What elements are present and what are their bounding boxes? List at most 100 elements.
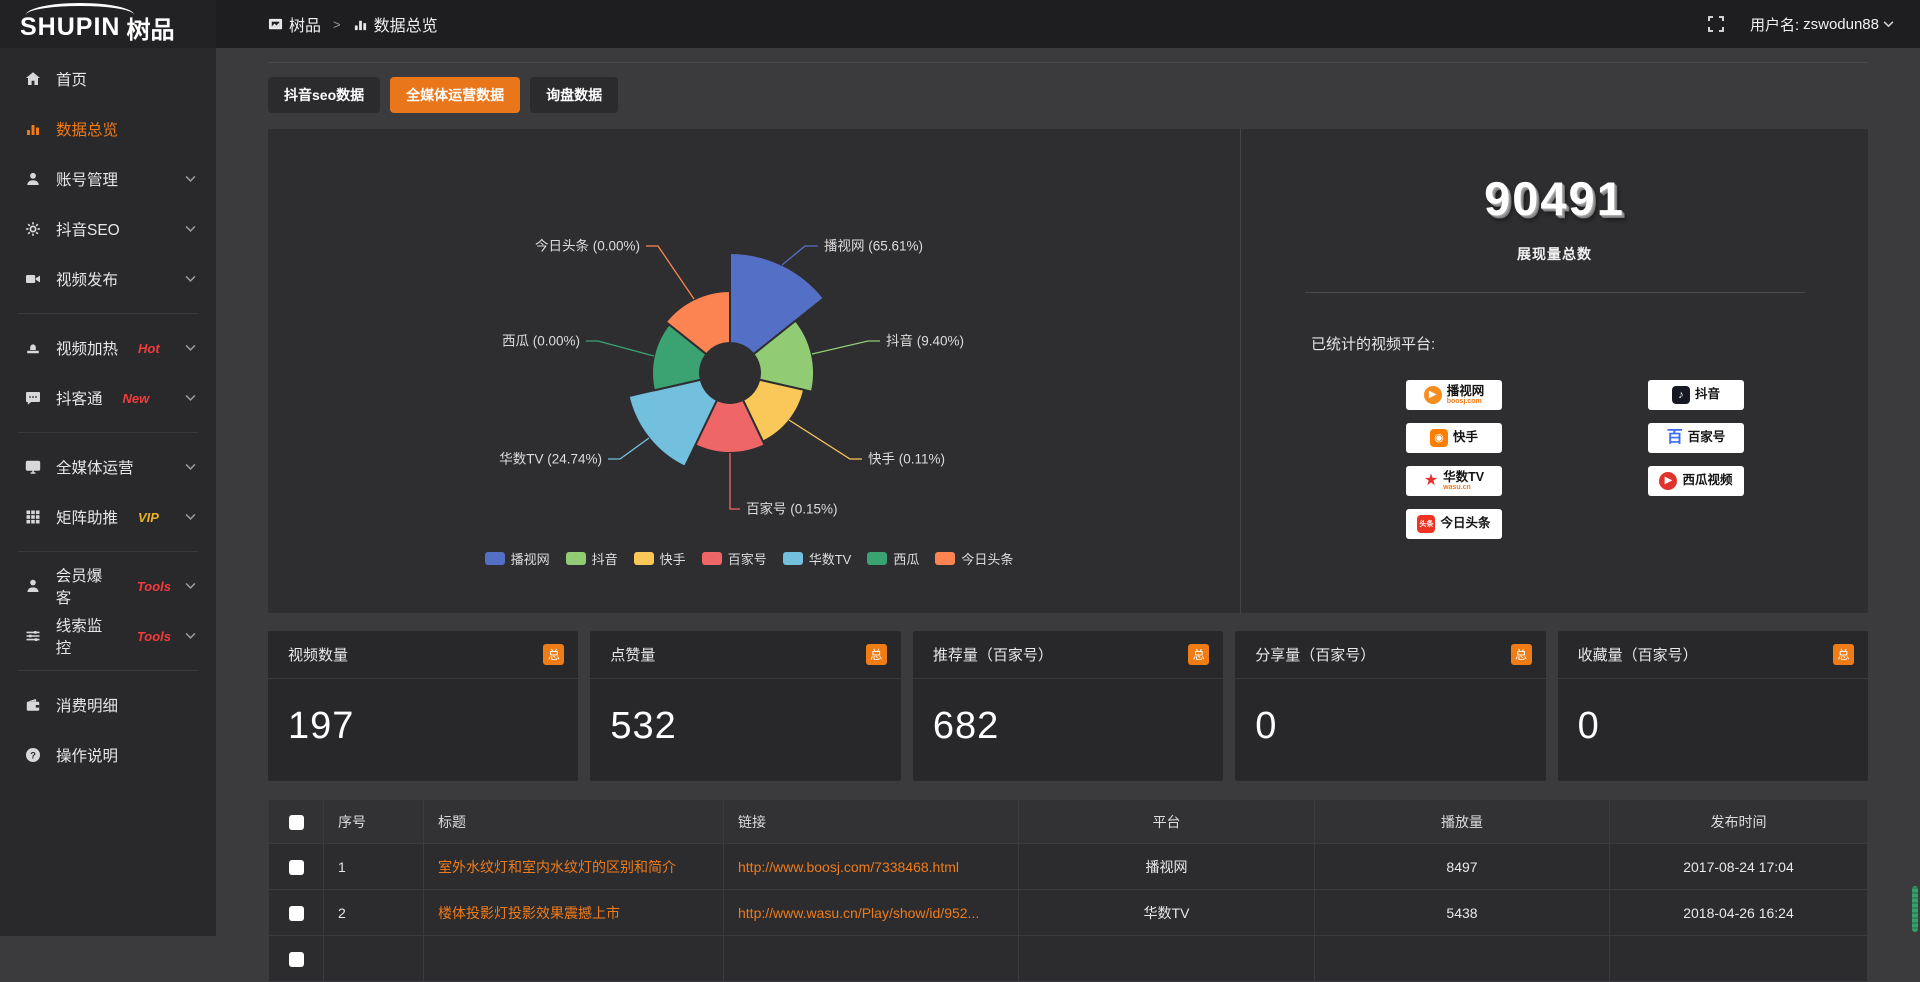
chevron-down-icon bbox=[185, 225, 196, 233]
breadcrumb-label: 树品 bbox=[289, 12, 321, 36]
breadcrumb-current[interactable]: 数据总览 bbox=[353, 12, 438, 36]
video-title-link[interactable] bbox=[424, 936, 724, 982]
scrollbar-thumb[interactable] bbox=[1912, 886, 1918, 932]
table-cell: 8497 bbox=[1315, 844, 1610, 890]
chevron-down-icon bbox=[185, 463, 196, 471]
platform-badge: 百百家号 bbox=[1648, 423, 1744, 453]
platforms-label: 已统计的视频平台: bbox=[1311, 333, 1868, 354]
sidebar-item-label: 抖音SEO bbox=[56, 218, 120, 240]
user-menu[interactable]: 用户名: zswodun88 bbox=[1750, 14, 1894, 35]
sidebar-item-label: 会员爆客 bbox=[56, 564, 117, 608]
total-badge: 总 bbox=[866, 644, 887, 665]
pie-label: 今日头条 (0.00%) bbox=[535, 238, 640, 254]
sidebar-item[interactable]: 首页 bbox=[0, 54, 216, 104]
legend-item[interactable]: 播视网 bbox=[485, 549, 550, 568]
row-checkbox[interactable] bbox=[289, 860, 304, 875]
total-badge: 总 bbox=[1511, 644, 1532, 665]
stat-card-title: 视频数量 bbox=[288, 644, 348, 665]
legend-label: 西瓜 bbox=[893, 549, 919, 568]
legend-item[interactable]: 西瓜 bbox=[867, 549, 919, 568]
pie-label-line bbox=[730, 453, 740, 509]
table-header-cell: 播放量 bbox=[1315, 800, 1610, 844]
sidebar-item[interactable]: 消费明细 bbox=[0, 680, 216, 730]
table-cell: 播视网 bbox=[1019, 844, 1315, 890]
home-icon bbox=[24, 71, 42, 87]
stat-card-header: 收藏量（百家号）总 bbox=[1558, 631, 1868, 679]
video-url-link[interactable]: http://www.wasu.cn/Play/show/id/952... bbox=[724, 890, 1019, 936]
breadcrumb: 树品 > 数据总览 bbox=[268, 12, 438, 36]
bar-chart-icon bbox=[24, 121, 42, 137]
svg-text:?: ? bbox=[30, 750, 36, 761]
legend-item[interactable]: 华数TV bbox=[783, 549, 852, 568]
platform-name: 抖音 bbox=[1695, 388, 1720, 401]
pie-slice[interactable] bbox=[629, 380, 717, 467]
breadcrumb-home[interactable]: 树品 bbox=[268, 12, 321, 36]
sidebar-item[interactable]: 全媒体运营 bbox=[0, 442, 216, 492]
sidebar-item-label: 视频加热 bbox=[56, 337, 118, 359]
row-checkbox[interactable] bbox=[289, 952, 304, 967]
tab-inactive[interactable]: 抖音seo数据 bbox=[268, 77, 380, 113]
video-url-link[interactable] bbox=[724, 936, 1019, 982]
platform-name: 西瓜视频 bbox=[1682, 474, 1732, 487]
video-url-link[interactable]: http://www.boosj.com/7338468.html bbox=[724, 844, 1019, 890]
total-badge: 总 bbox=[1188, 644, 1209, 665]
legend-label: 今日头条 bbox=[961, 549, 1013, 568]
legend-label: 百家号 bbox=[728, 549, 767, 568]
user-icon bbox=[24, 171, 42, 187]
question-icon: ? bbox=[24, 747, 42, 763]
platform-name: 华数TV bbox=[1443, 471, 1484, 484]
rose-chart: 播视网 (65.61%)抖音 (9.40%)快手 (0.11%)百家号 (0.1… bbox=[268, 129, 1230, 613]
video-title-link[interactable]: 室外水纹灯和室内水纹灯的区别和简介 bbox=[424, 844, 724, 890]
table-header-cell: 序号 bbox=[324, 800, 424, 844]
table-cell: 5438 bbox=[1315, 890, 1610, 936]
platform-logo-icon: ▶ bbox=[1424, 386, 1442, 404]
sidebar-item[interactable]: ?操作说明 bbox=[0, 730, 216, 780]
legend-item[interactable]: 今日头条 bbox=[935, 549, 1013, 568]
platform-name: 今日头条 bbox=[1440, 517, 1490, 530]
table-header-cell: 发布时间 bbox=[1610, 800, 1868, 844]
platform-logo-icon: ◉ bbox=[1430, 429, 1448, 447]
chevron-down-icon bbox=[185, 175, 196, 183]
pie-label: 华数TV (24.74%) bbox=[499, 452, 602, 467]
legend-item[interactable]: 百家号 bbox=[702, 549, 767, 568]
table-cell: 1 bbox=[324, 844, 424, 890]
video-title-link[interactable]: 楼体投影灯投影效果震撼上市 bbox=[424, 890, 724, 936]
tab-active[interactable]: 全媒体运营数据 bbox=[390, 77, 520, 113]
sidebar-item[interactable]: 视频发布 bbox=[0, 254, 216, 304]
legend-item[interactable]: 抖音 bbox=[566, 549, 618, 568]
chevron-down-icon bbox=[185, 275, 196, 283]
tab-inactive[interactable]: 询盘数据 bbox=[530, 77, 618, 113]
sliders-icon bbox=[24, 628, 42, 644]
sidebar-item[interactable]: 抖音SEO bbox=[0, 204, 216, 254]
sidebar-item-label: 线索监控 bbox=[56, 614, 117, 658]
pie-label-line bbox=[789, 420, 862, 459]
legend-swatch bbox=[634, 552, 654, 565]
pie-label: 快手 (0.11%) bbox=[868, 452, 945, 467]
select-all-checkbox[interactable] bbox=[289, 815, 304, 830]
fullscreen-icon[interactable] bbox=[1708, 16, 1724, 32]
legend-item[interactable]: 快手 bbox=[634, 549, 686, 568]
summary-divider bbox=[1305, 292, 1805, 293]
pie-label: 西瓜 (0.00%) bbox=[502, 334, 580, 349]
stat-card-value: 682 bbox=[913, 679, 1223, 748]
sidebar-item[interactable]: 数据总览 bbox=[0, 104, 216, 154]
row-checkbox[interactable] bbox=[289, 906, 304, 921]
legend-swatch bbox=[867, 552, 887, 565]
pie-label: 播视网 (65.61%) bbox=[824, 239, 923, 254]
platform-logo-icon: ▶ bbox=[1659, 472, 1677, 490]
sidebar-item[interactable]: 账号管理 bbox=[0, 154, 216, 204]
chat-icon bbox=[24, 390, 42, 406]
board-icon bbox=[268, 17, 283, 32]
stat-card-title: 点赞量 bbox=[610, 644, 655, 665]
chevron-down-icon bbox=[185, 632, 196, 640]
